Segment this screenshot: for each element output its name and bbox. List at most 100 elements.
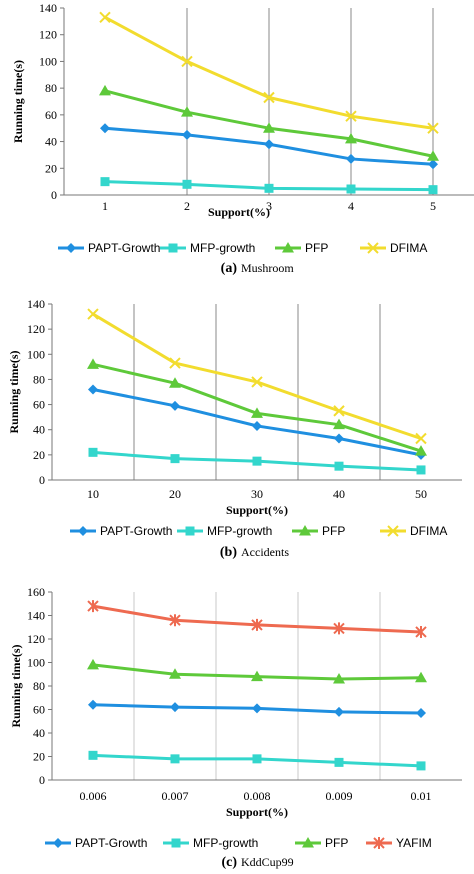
data-point-marker bbox=[415, 625, 427, 638]
data-point-marker bbox=[334, 706, 344, 717]
data-point-marker bbox=[346, 184, 356, 194]
y-tick-label: 80 bbox=[45, 81, 57, 95]
data-point-marker bbox=[251, 376, 263, 388]
data-point-marker bbox=[415, 432, 427, 445]
data-point-marker bbox=[428, 185, 438, 195]
legend-label: PFP bbox=[325, 836, 348, 850]
data-point-marker bbox=[169, 614, 181, 627]
series-mfp-growth bbox=[88, 447, 426, 475]
data-point-marker bbox=[346, 153, 356, 164]
figure-caption: Mushroom(a) bbox=[221, 261, 295, 276]
legend-marker bbox=[78, 526, 88, 536]
legend: PAPT-Growth MFP-growth PFP DFIMA bbox=[58, 241, 427, 255]
data-point-marker bbox=[170, 702, 180, 713]
y-tick-label: 140 bbox=[27, 297, 45, 311]
y-tick-label: 40 bbox=[33, 423, 45, 437]
legend-label: PAPT-Growth bbox=[100, 524, 172, 538]
x-tick-label: 30 bbox=[251, 487, 263, 501]
data-point-marker bbox=[99, 11, 111, 24]
legend-marker bbox=[373, 837, 385, 849]
legend-marker bbox=[387, 525, 399, 537]
series-pfp bbox=[99, 84, 439, 161]
data-point-marker bbox=[88, 750, 98, 760]
data-point-marker bbox=[263, 122, 275, 133]
y-tick-label: 100 bbox=[27, 347, 45, 361]
legend-marker bbox=[53, 838, 63, 848]
y-tick-label: 120 bbox=[39, 28, 57, 42]
caption-letter: (a) bbox=[221, 261, 238, 276]
series-pfp bbox=[87, 358, 427, 456]
data-point-marker bbox=[334, 461, 344, 471]
y-tick-label: 20 bbox=[45, 161, 57, 175]
legend-marker bbox=[367, 242, 379, 254]
x-tick-label: 3 bbox=[266, 199, 272, 213]
data-point-marker bbox=[252, 754, 262, 764]
y-axis-title: Running time(s) bbox=[7, 350, 21, 433]
legend-marker bbox=[168, 243, 178, 253]
data-point-marker bbox=[427, 150, 439, 161]
series-mfp-growth bbox=[100, 177, 438, 195]
legend-label: DFIMA bbox=[390, 241, 427, 255]
caption-text: KddCup99 bbox=[241, 855, 294, 869]
data-point-marker bbox=[264, 183, 274, 193]
legend-label: MFP-growth bbox=[190, 241, 255, 255]
data-point-marker bbox=[416, 761, 426, 771]
legend: PAPT-Growth MFP-growth PFP DFIMA bbox=[70, 524, 447, 538]
x-tick-label: 20 bbox=[169, 487, 181, 501]
legend-label: PFP bbox=[305, 241, 328, 255]
data-point-marker bbox=[415, 445, 427, 456]
legend-marker bbox=[171, 838, 181, 848]
legend-marker bbox=[282, 242, 294, 253]
chart-1: 0 20 40 60 80 100 120 140 1 2 3 4 5 Support(%) Running… bbox=[11, 1, 474, 276]
data-point-marker bbox=[100, 177, 110, 187]
caption-text: Mushroom bbox=[241, 261, 294, 275]
legend: PAPT-Growth MFP-growth PFP YAFIM bbox=[45, 836, 432, 850]
x-tick-label: 10 bbox=[87, 487, 99, 501]
y-tick-label: 20 bbox=[33, 448, 45, 462]
legend-marker bbox=[66, 243, 76, 253]
data-point-marker bbox=[251, 407, 263, 418]
data-point-marker bbox=[333, 672, 345, 684]
x-axis-title: Support(%) bbox=[226, 805, 288, 819]
y-tick-label: 80 bbox=[33, 679, 45, 693]
data-point-marker bbox=[88, 699, 98, 710]
data-point-marker bbox=[182, 179, 192, 189]
legend-marker bbox=[185, 526, 195, 536]
data-point-marker bbox=[100, 123, 110, 134]
series-dfima bbox=[99, 11, 439, 134]
data-point-marker bbox=[169, 668, 181, 679]
x-tick-label: 2 bbox=[184, 199, 190, 213]
legend-marker bbox=[302, 837, 314, 848]
x-axis-title: Support(%) bbox=[226, 503, 288, 517]
y-tick-label: 0 bbox=[39, 473, 45, 487]
data-point-marker bbox=[333, 405, 345, 417]
x-tick-label: 0.007 bbox=[162, 789, 189, 803]
data-point-marker bbox=[87, 358, 99, 369]
legend-label: PAPT-Growth bbox=[75, 836, 147, 850]
data-point-marker bbox=[88, 384, 98, 395]
x-tick-label: 4 bbox=[348, 199, 354, 213]
series-papt-growth bbox=[100, 123, 438, 170]
data-point-marker bbox=[252, 420, 262, 431]
series-dfima bbox=[87, 308, 427, 445]
data-point-marker bbox=[427, 122, 439, 134]
x-tick-label: 5 bbox=[430, 199, 436, 213]
x-tick-label: 40 bbox=[333, 487, 345, 501]
caption-letter: (b) bbox=[220, 545, 237, 560]
data-point-marker bbox=[169, 357, 181, 369]
y-tick-label: 60 bbox=[33, 703, 45, 717]
data-point-marker bbox=[87, 658, 99, 670]
data-point-marker bbox=[251, 618, 263, 631]
y-tick-label: 20 bbox=[33, 750, 45, 764]
x-tick-label: 1 bbox=[102, 199, 108, 213]
data-point-marker bbox=[170, 400, 180, 411]
data-point-marker bbox=[251, 670, 263, 682]
data-point-marker bbox=[428, 159, 438, 170]
data-point-marker bbox=[169, 377, 181, 388]
series-mfp-growth bbox=[88, 750, 426, 771]
y-tick-label: 0 bbox=[39, 773, 45, 787]
legend-label: PAPT-Growth bbox=[88, 241, 160, 255]
data-point-marker bbox=[99, 84, 111, 96]
legend-label: YAFIM bbox=[396, 836, 432, 850]
